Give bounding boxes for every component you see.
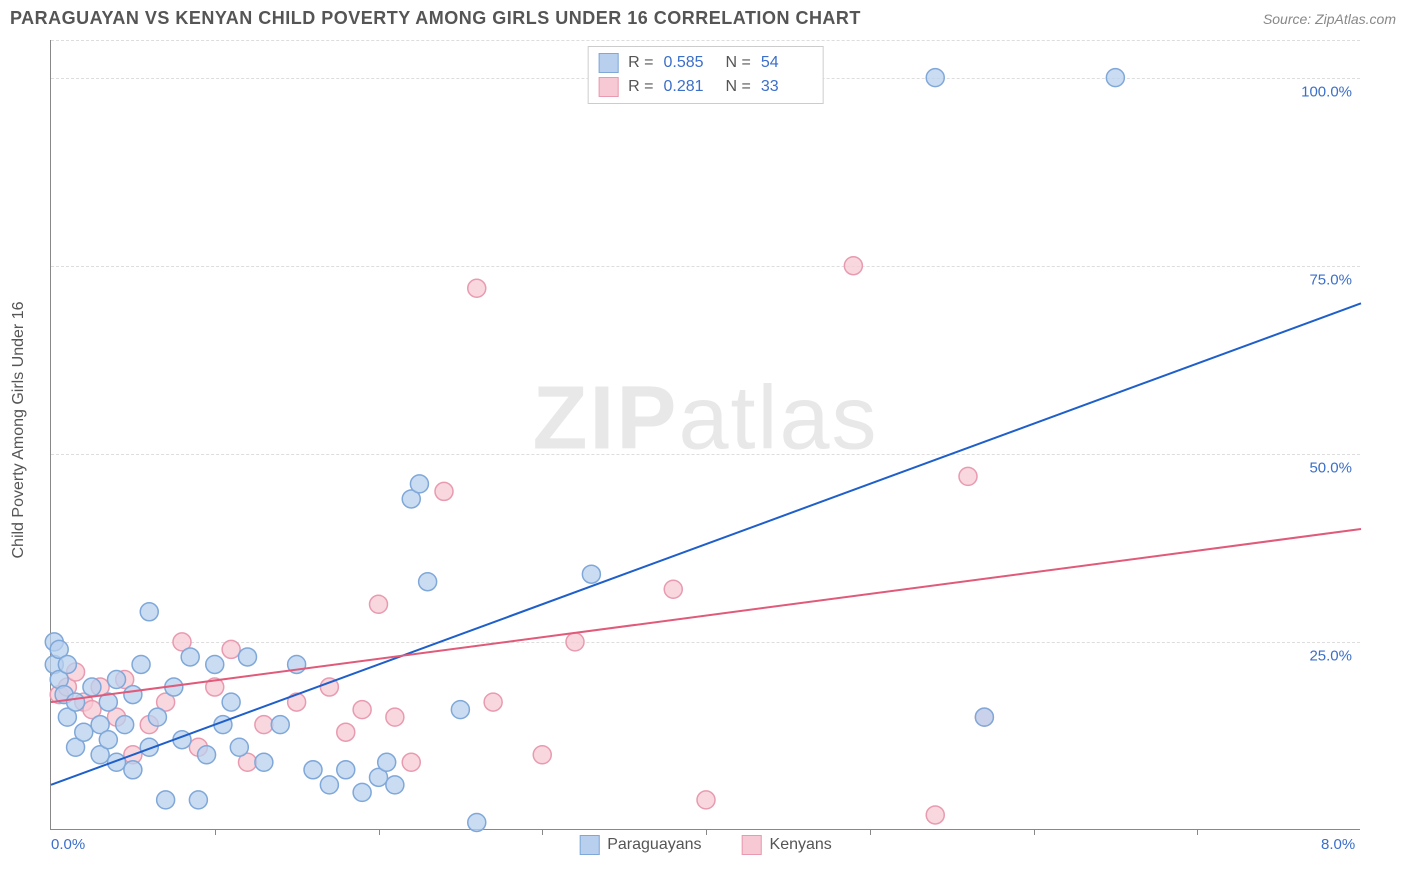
- swatch-kenyans: [598, 77, 618, 97]
- y-tick-label: 50.0%: [1309, 459, 1352, 476]
- x-minor-tick: [870, 829, 871, 835]
- data-point-paraguayans: [378, 753, 396, 771]
- data-point-kenyans: [566, 633, 584, 651]
- data-point-paraguayans: [230, 738, 248, 756]
- y-tick-label: 75.0%: [1309, 271, 1352, 288]
- r-value-0: 0.585: [664, 54, 716, 72]
- legend-label-paraguayans: Paraguayans: [607, 836, 701, 854]
- data-point-kenyans: [402, 753, 420, 771]
- x-tick-label: 0.0%: [51, 836, 85, 853]
- chart-svg: [51, 40, 1360, 829]
- data-point-paraguayans: [75, 723, 93, 741]
- data-point-kenyans: [664, 580, 682, 598]
- data-point-kenyans: [386, 708, 404, 726]
- data-point-paraguayans: [353, 783, 371, 801]
- n-value-0: 54: [761, 54, 813, 72]
- x-minor-tick: [215, 829, 216, 835]
- x-minor-tick: [706, 829, 707, 835]
- data-point-kenyans: [697, 791, 715, 809]
- data-point-paraguayans: [582, 565, 600, 583]
- data-point-paraguayans: [140, 603, 158, 621]
- data-point-paraguayans: [271, 716, 289, 734]
- data-point-paraguayans: [386, 776, 404, 794]
- data-point-kenyans: [337, 723, 355, 741]
- data-point-kenyans: [844, 257, 862, 275]
- data-point-kenyans: [288, 693, 306, 711]
- n-label-1: N =: [726, 78, 751, 96]
- data-point-paraguayans: [116, 716, 134, 734]
- data-point-paraguayans: [124, 761, 142, 779]
- data-point-paraguayans: [468, 813, 486, 831]
- legend-item-kenyans: Kenyans: [742, 835, 832, 855]
- data-point-paraguayans: [1106, 69, 1124, 87]
- data-point-paraguayans: [108, 671, 126, 689]
- chart-header: PARAGUAYAN VS KENYAN CHILD POVERTY AMONG…: [10, 8, 1396, 29]
- data-point-kenyans: [484, 693, 502, 711]
- data-point-kenyans: [926, 806, 944, 824]
- data-point-paraguayans: [181, 648, 199, 666]
- chart-source: Source: ZipAtlas.com: [1263, 11, 1396, 27]
- swatch-paraguayans-bottom: [579, 835, 599, 855]
- swatch-paraguayans: [598, 53, 618, 73]
- data-point-paraguayans: [419, 573, 437, 591]
- data-point-kenyans: [435, 482, 453, 500]
- data-point-kenyans: [959, 467, 977, 485]
- x-minor-tick: [542, 829, 543, 835]
- data-point-paraguayans: [255, 753, 273, 771]
- data-point-paraguayans: [222, 693, 240, 711]
- data-point-paraguayans: [206, 655, 224, 673]
- y-tick-label: 100.0%: [1301, 83, 1352, 100]
- x-minor-tick: [1197, 829, 1198, 835]
- data-point-paraguayans: [926, 69, 944, 87]
- y-tick-label: 25.0%: [1309, 647, 1352, 664]
- data-point-paraguayans: [189, 791, 207, 809]
- plot-area: ZIPatlas R = 0.585 N = 54 R = 0.281 N = …: [50, 40, 1360, 830]
- data-point-paraguayans: [304, 761, 322, 779]
- data-point-kenyans: [353, 701, 371, 719]
- x-minor-tick: [1034, 829, 1035, 835]
- data-point-paraguayans: [83, 678, 101, 696]
- data-point-paraguayans: [67, 693, 85, 711]
- data-point-paraguayans: [451, 701, 469, 719]
- x-minor-tick: [379, 829, 380, 835]
- data-point-kenyans: [255, 716, 273, 734]
- data-point-kenyans: [533, 746, 551, 764]
- data-point-paraguayans: [975, 708, 993, 726]
- data-point-kenyans: [222, 640, 240, 658]
- legend-stats-row-0: R = 0.585 N = 54: [598, 51, 813, 75]
- data-point-paraguayans: [132, 655, 150, 673]
- data-point-kenyans: [370, 595, 388, 613]
- n-value-1: 33: [761, 78, 813, 96]
- swatch-kenyans-bottom: [742, 835, 762, 855]
- trend-line-kenyans: [51, 529, 1361, 702]
- r-label-1: R =: [628, 78, 653, 96]
- data-point-paraguayans: [239, 648, 257, 666]
- data-point-paraguayans: [198, 746, 216, 764]
- legend-label-kenyans: Kenyans: [770, 836, 832, 854]
- legend-stats-row-1: R = 0.281 N = 33: [598, 75, 813, 99]
- n-label: N =: [726, 54, 751, 72]
- data-point-paraguayans: [58, 655, 76, 673]
- x-tick-label: 8.0%: [1321, 836, 1355, 853]
- legend-item-paraguayans: Paraguayans: [579, 835, 701, 855]
- data-point-kenyans: [468, 279, 486, 297]
- data-point-paraguayans: [148, 708, 166, 726]
- r-value-1: 0.281: [664, 78, 716, 96]
- data-point-paraguayans: [157, 791, 175, 809]
- data-point-paraguayans: [320, 776, 338, 794]
- data-point-paraguayans: [410, 475, 428, 493]
- data-point-paraguayans: [99, 731, 117, 749]
- r-label: R =: [628, 54, 653, 72]
- bottom-legend: Paraguayans Kenyans: [579, 835, 832, 855]
- chart-title: PARAGUAYAN VS KENYAN CHILD POVERTY AMONG…: [10, 8, 861, 29]
- trend-line-paraguayans: [51, 303, 1361, 785]
- y-axis-label: Child Poverty Among Girls Under 16: [10, 302, 28, 559]
- data-point-paraguayans: [124, 686, 142, 704]
- data-point-paraguayans: [337, 761, 355, 779]
- legend-stats-box: R = 0.585 N = 54 R = 0.281 N = 33: [587, 46, 824, 104]
